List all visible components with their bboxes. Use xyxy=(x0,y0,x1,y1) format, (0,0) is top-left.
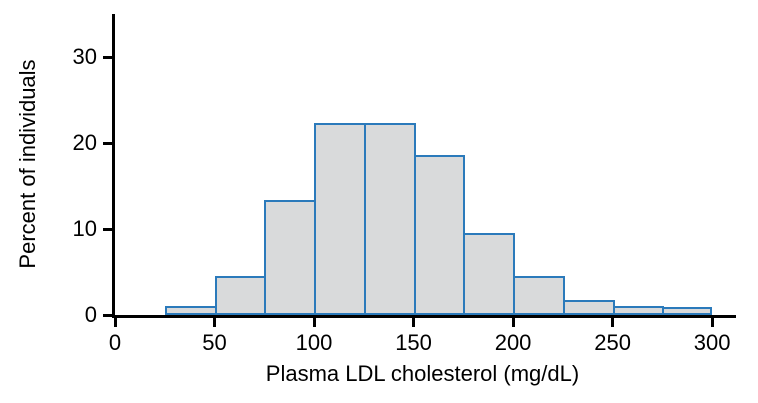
x-tick-label: 250 xyxy=(594,330,631,355)
x-axis-label: Plasma LDL cholesterol (mg/dL) xyxy=(265,361,580,386)
y-axis-tick xyxy=(103,141,112,145)
histogram-bar xyxy=(513,276,565,315)
x-axis-tick xyxy=(213,318,217,327)
histogram-bar xyxy=(314,123,366,315)
y-tick-label: 0 xyxy=(84,302,97,327)
y-tick-label: 20 xyxy=(72,130,97,155)
y-axis-tick xyxy=(103,55,112,59)
y-tick-label: 30 xyxy=(72,44,97,69)
x-axis-tick xyxy=(312,318,316,327)
x-tick-label: 50 xyxy=(202,330,227,355)
x-axis-tick xyxy=(113,318,117,327)
plot-area: 0 10 20 30 0 50 100 150 200 250 300 xyxy=(73,14,736,355)
x-axis-tick xyxy=(511,318,515,327)
y-tick-label: 10 xyxy=(72,216,97,241)
x-tick-label: 200 xyxy=(494,330,532,355)
x-axis-tick xyxy=(412,318,416,327)
x-tick-label: 0 xyxy=(108,330,122,355)
x-tick-label: 300 xyxy=(693,330,731,355)
histogram-bar xyxy=(264,199,317,315)
x-axis-tick xyxy=(611,318,615,327)
y-axis-tick xyxy=(103,313,112,317)
histogram-bar xyxy=(363,123,416,315)
histogram-bar xyxy=(463,233,516,315)
histogram-bar xyxy=(612,305,665,315)
histogram-bar xyxy=(562,299,615,315)
histogram-bar xyxy=(214,276,267,315)
y-axis-label: Percent of individuals xyxy=(15,59,40,269)
x-tick-label: 150 xyxy=(395,330,432,355)
histogram-bar xyxy=(164,306,217,315)
x-axis-tick xyxy=(710,318,714,327)
histogram-bar xyxy=(413,155,466,315)
x-tick-label: 100 xyxy=(295,330,333,355)
y-axis-tick xyxy=(103,227,112,231)
histogram-bar xyxy=(662,307,713,315)
